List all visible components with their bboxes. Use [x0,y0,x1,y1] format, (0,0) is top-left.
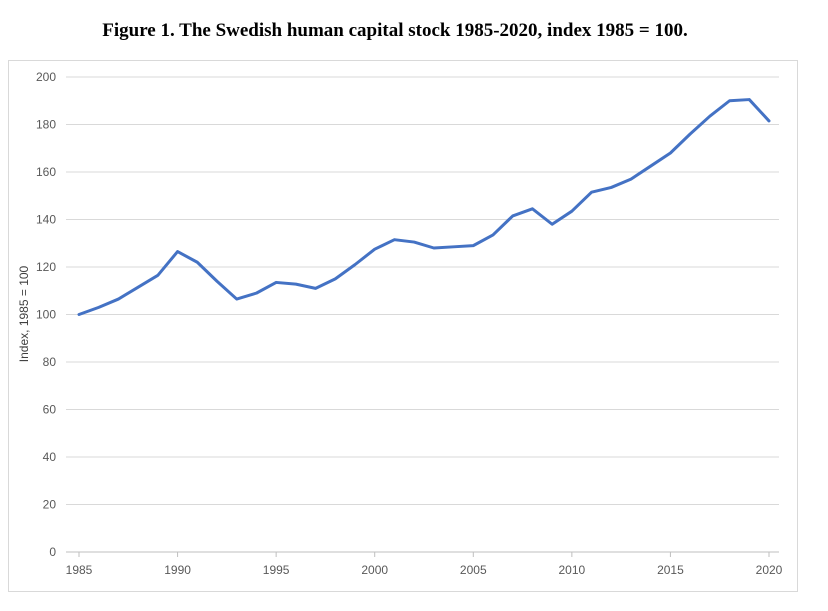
chart-area [8,60,798,592]
x-tick-label: 1985 [66,563,93,577]
y-tick-label: 140 [36,213,56,227]
y-tick-label: 0 [49,545,56,559]
x-tick-label: 1995 [263,563,290,577]
y-tick-label: 80 [43,355,57,369]
x-tick-label: 2020 [756,563,783,577]
x-tick-label: 2000 [361,563,388,577]
y-tick-label: 120 [36,260,56,274]
y-tick-label: 160 [36,165,56,179]
y-tick-label: 40 [43,450,57,464]
y-tick-label: 180 [36,118,56,132]
x-tick-label: 2010 [559,563,586,577]
x-tick-label: 2015 [657,563,684,577]
y-tick-label: 200 [36,70,56,84]
x-tick-label: 2005 [460,563,487,577]
y-tick-label: 60 [43,403,57,417]
y-axis-title: Index, 1985 = 100 [17,265,31,362]
x-tick-label: 1990 [164,563,191,577]
series-line [77,98,771,316]
chart-title: Figure 1. The Swedish human capital stoc… [102,20,688,41]
y-tick-label: 20 [43,498,57,512]
y-tick-label: 100 [36,308,56,322]
